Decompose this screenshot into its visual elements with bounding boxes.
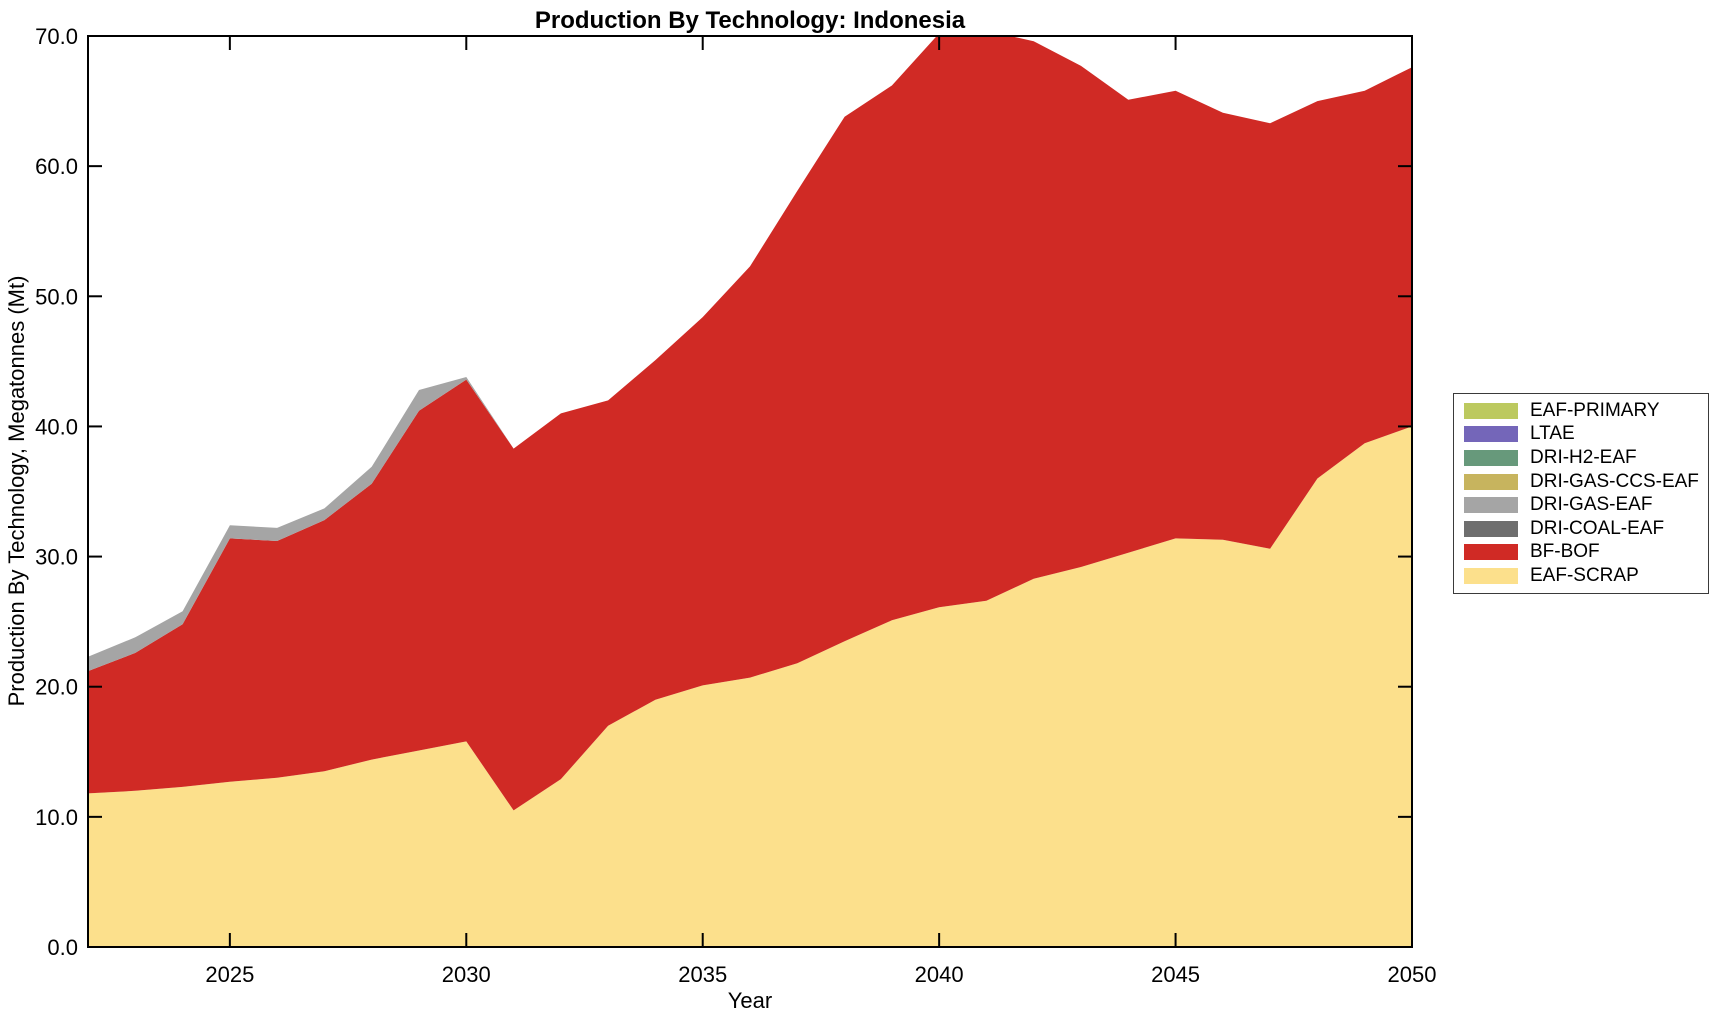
y-tick-label: 70.0 [35,24,78,49]
plot-border [87,35,1413,948]
area-series-EAF-SCRAP [88,426,1412,947]
legend-label: DRI-H2-EAF [1530,446,1637,468]
y-tick-label: 50.0 [35,284,78,309]
x-axis-label: Year [728,988,772,1013]
legend-label: BF-BOF [1530,541,1600,563]
x-tick-label: 2045 [1151,962,1200,987]
y-tick-label: 60.0 [35,154,78,179]
legend-label: DRI-COAL-EAF [1530,517,1665,539]
legend-item-EAF-SCRAP: EAF-SCRAP [1454,564,1708,588]
y-tick-label: 20.0 [35,675,78,700]
x-tick-label: 2040 [915,962,964,987]
area-series-BF-BOF [88,36,1412,811]
x-tick-label: 2030 [442,962,491,987]
legend-swatch-BF-BOF [1464,544,1518,561]
legend-item-DRI-GAS-CCS-EAF: DRI-GAS-CCS-EAF [1454,470,1708,494]
y-tick-label: 40.0 [35,414,78,439]
legend-item-DRI-GAS-EAF: DRI-GAS-EAF [1454,493,1708,517]
y-tick-label: 30.0 [35,545,78,570]
legend-item-LTAE: LTAE [1454,423,1708,447]
legend-item-DRI-H2-EAF: DRI-H2-EAF [1454,446,1708,470]
legend-swatch-EAF-SCRAP [1464,567,1518,584]
y-tick-label: 10.0 [35,805,78,830]
y-tick-label: 0.0 [47,935,78,960]
legend-swatch-DRI-GAS-EAF [1464,497,1518,514]
legend-swatch-EAF-PRIMARY [1464,402,1518,419]
plot-render-root: 2025 2030 2035 2040 2045 2050 0.0 10.0 20.0 30.0 4… [35,24,1436,987]
legend-item-EAF-PRIMARY: EAF-PRIMARY [1454,399,1708,423]
x-tick-label: 2035 [678,962,727,987]
legend-item-DRI-COAL-EAF: DRI-COAL-EAF [1454,517,1708,541]
legend-item-BF-BOF: BF-BOF [1454,541,1708,565]
legend-swatch-DRI-H2-EAF [1464,449,1518,466]
legend-swatch-DRI-GAS-CCS-EAF [1464,473,1518,490]
y-axis-label: Production By Technology, Megatonnes (Mt… [4,276,29,707]
x-tick-label: 2025 [205,962,254,987]
legend-label: DRI-GAS-CCS-EAF [1530,470,1699,492]
legend-label: LTAE [1530,423,1575,445]
stacked-areas [88,36,1412,947]
legend-label: DRI-GAS-EAF [1530,494,1653,516]
tick-labels: 2025 2030 2035 2040 2045 2050 0.0 10.0 20.0 30.0 4… [35,24,1436,987]
legend-label: EAF-PRIMARY [1530,399,1660,421]
x-tick-label: 2050 [1388,962,1437,987]
chart-title: Production By Technology: Indonesia [535,7,966,34]
legend-swatch-DRI-COAL-EAF [1464,520,1518,537]
legend-swatch-LTAE [1464,426,1518,443]
legend: EAF-PRIMARY LTAE DRI-H2-EAF DRI-GAS-CCS-EAF… [1453,393,1709,594]
legend-label: EAF-SCRAP [1530,564,1639,586]
